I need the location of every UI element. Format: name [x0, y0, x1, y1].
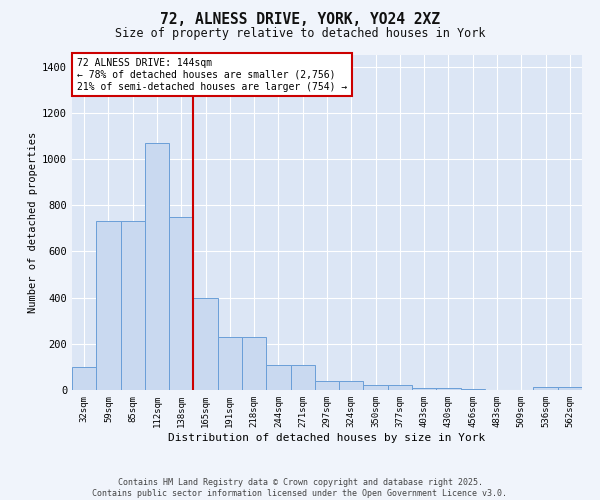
Bar [558, 386, 582, 390]
Bar [218, 337, 242, 390]
X-axis label: Distribution of detached houses by size in York: Distribution of detached houses by size … [169, 432, 485, 442]
Bar [339, 381, 364, 390]
Bar [436, 388, 461, 390]
Bar [145, 143, 169, 390]
Bar [290, 364, 315, 390]
Bar [388, 386, 412, 390]
Bar [315, 381, 339, 390]
Text: 72, ALNESS DRIVE, YORK, YO24 2XZ: 72, ALNESS DRIVE, YORK, YO24 2XZ [160, 12, 440, 28]
Bar [533, 386, 558, 390]
Bar [364, 386, 388, 390]
Bar [461, 389, 485, 390]
Bar [242, 337, 266, 390]
Bar [266, 364, 290, 390]
Text: Contains HM Land Registry data © Crown copyright and database right 2025.
Contai: Contains HM Land Registry data © Crown c… [92, 478, 508, 498]
Bar [121, 222, 145, 390]
Bar [96, 222, 121, 390]
Bar [169, 216, 193, 390]
Text: 72 ALNESS DRIVE: 144sqm
← 78% of detached houses are smaller (2,756)
21% of semi: 72 ALNESS DRIVE: 144sqm ← 78% of detache… [77, 58, 347, 92]
Bar [193, 298, 218, 390]
Y-axis label: Number of detached properties: Number of detached properties [28, 132, 38, 313]
Text: Size of property relative to detached houses in York: Size of property relative to detached ho… [115, 28, 485, 40]
Bar [72, 367, 96, 390]
Bar [412, 388, 436, 390]
